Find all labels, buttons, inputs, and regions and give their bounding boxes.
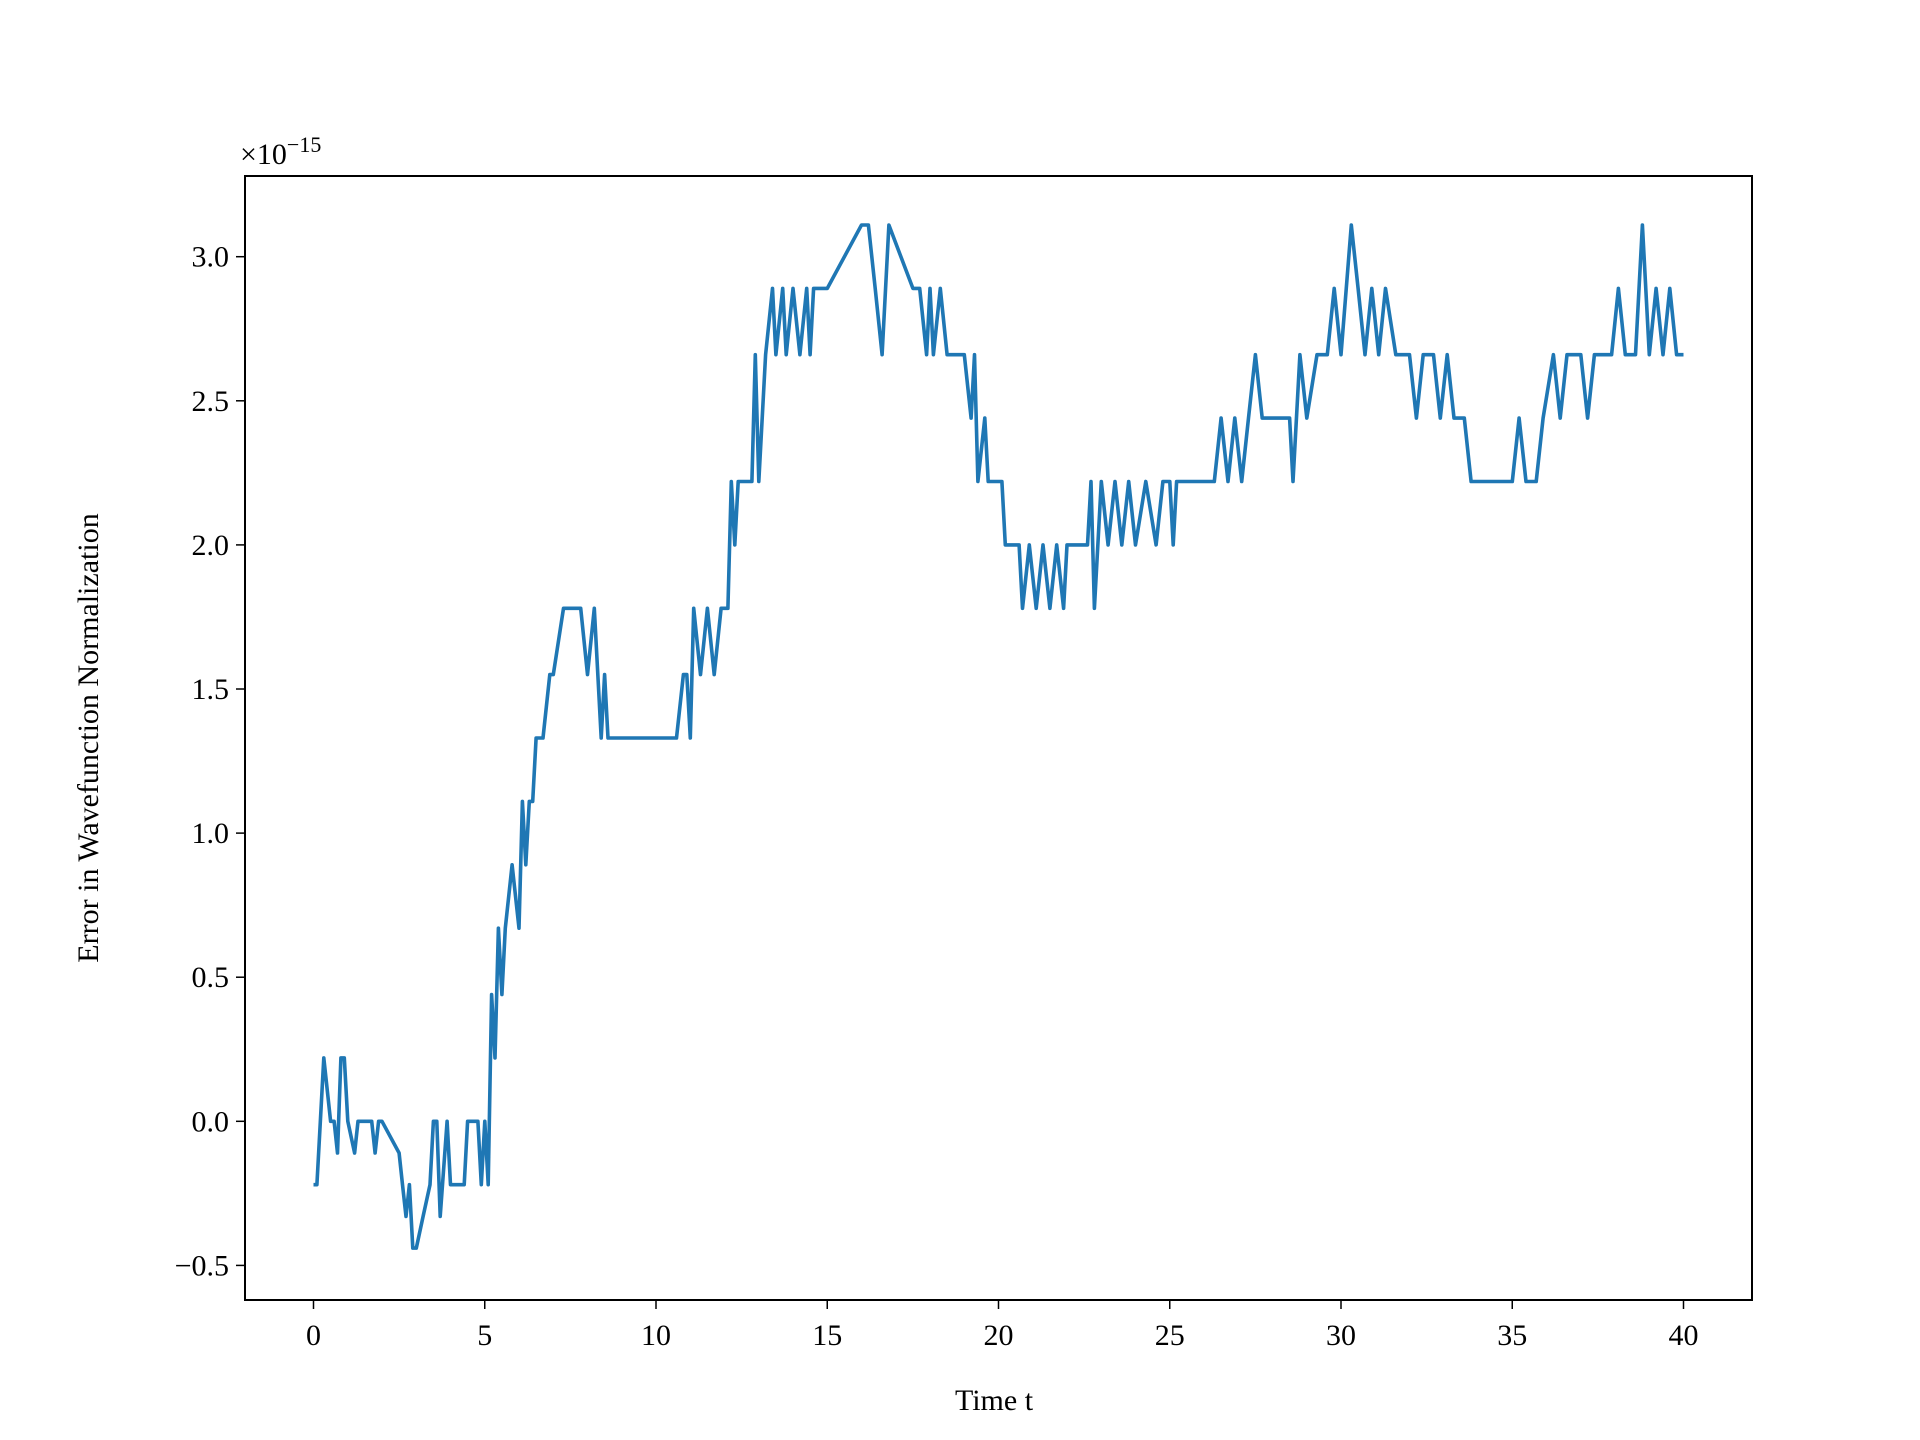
y-tick-label: 2.0 [192,529,230,562]
x-tick-label: 40 [1669,1319,1699,1352]
y-tick-label: 0.0 [192,1105,230,1138]
x-tick-label: 15 [812,1319,842,1352]
x-tick-label: 10 [641,1319,671,1352]
y-offset-base: ×10 [240,138,287,171]
x-tick-label: 0 [306,1319,321,1352]
x-axis-label: Time t [955,1384,1034,1417]
x-tick-label: 30 [1326,1319,1356,1352]
y-tick-label: 3.0 [192,241,230,274]
y-axis-label: Error in Wavefunction Normalization [72,513,105,962]
y-tick-label: 1.0 [192,817,230,850]
plot-frame [244,175,1753,1301]
y-tick-label: 1.5 [192,673,230,706]
y-tick-label: −0.5 [175,1249,229,1282]
data-line [313,223,1684,1250]
x-tick-label: 20 [984,1319,1014,1352]
x-tick-label: 25 [1155,1319,1185,1352]
y-tick-label: 0.5 [192,961,230,994]
y-tick-label: 2.5 [192,385,230,418]
x-tick-label: 35 [1497,1319,1527,1352]
y-offset-text: ×10−15 [240,132,321,171]
x-tick-label: 5 [477,1319,492,1352]
y-offset-exponent: −15 [287,132,321,157]
